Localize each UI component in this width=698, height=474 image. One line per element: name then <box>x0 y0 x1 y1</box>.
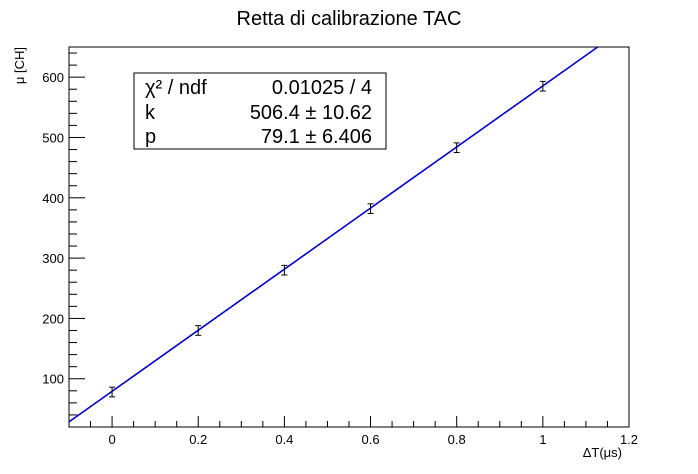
fit-line <box>68 46 599 423</box>
data-point <box>367 203 374 214</box>
chart-title: Retta di calibrazione TAC <box>237 8 462 30</box>
data-points <box>109 80 546 398</box>
x-tick-label: 0.4 <box>275 432 293 447</box>
stats-value-p: 79.1 ± 6.406 <box>261 126 372 148</box>
y-axis-label: μ [CH] <box>12 47 27 84</box>
data-point <box>109 386 116 398</box>
x-tick-label: 0.8 <box>448 432 466 447</box>
stats-label-chi2: χ² / ndf <box>145 77 207 99</box>
y-tick-label: 200 <box>42 311 64 326</box>
y-axis-ticks <box>69 52 85 428</box>
y-tick-label: 500 <box>42 130 64 145</box>
y-tick-label: 100 <box>42 372 64 387</box>
x-axis-ticks <box>68 416 630 427</box>
x-axis-tick-labels: 0 0.2 0.4 0.6 0.8 1 1.2 <box>108 432 638 447</box>
x-tick-label: 1.2 <box>620 432 638 447</box>
stats-value-chi2: 0.01025 / 4 <box>272 77 372 99</box>
stats-label-k: k <box>145 102 156 124</box>
fit-line-group <box>68 46 599 423</box>
x-tick-label: 0.6 <box>361 432 379 447</box>
data-point <box>453 142 460 154</box>
y-tick-label: 300 <box>42 251 64 266</box>
stats-box-frame <box>133 72 387 150</box>
y-tick-label: 400 <box>42 191 64 206</box>
x-axis-label: ΔT(μs) <box>583 445 622 460</box>
x-tick-label: 1 <box>539 432 546 447</box>
y-axis-tick-labels: 100 200 300 400 500 600 <box>42 70 64 387</box>
y-tick-label: 600 <box>42 70 64 85</box>
x-tick-label: 0 <box>108 432 115 447</box>
stats-label-p: p <box>145 126 156 148</box>
data-point <box>281 264 288 276</box>
stats-value-k: 506.4 ± 10.62 <box>250 102 372 124</box>
data-point <box>539 80 546 92</box>
x-tick-label: 0.2 <box>189 432 207 447</box>
data-point <box>195 325 202 336</box>
stats-box: χ² / ndf 0.01025 / 4 k 506.4 ± 10.62 p 7… <box>133 72 387 150</box>
